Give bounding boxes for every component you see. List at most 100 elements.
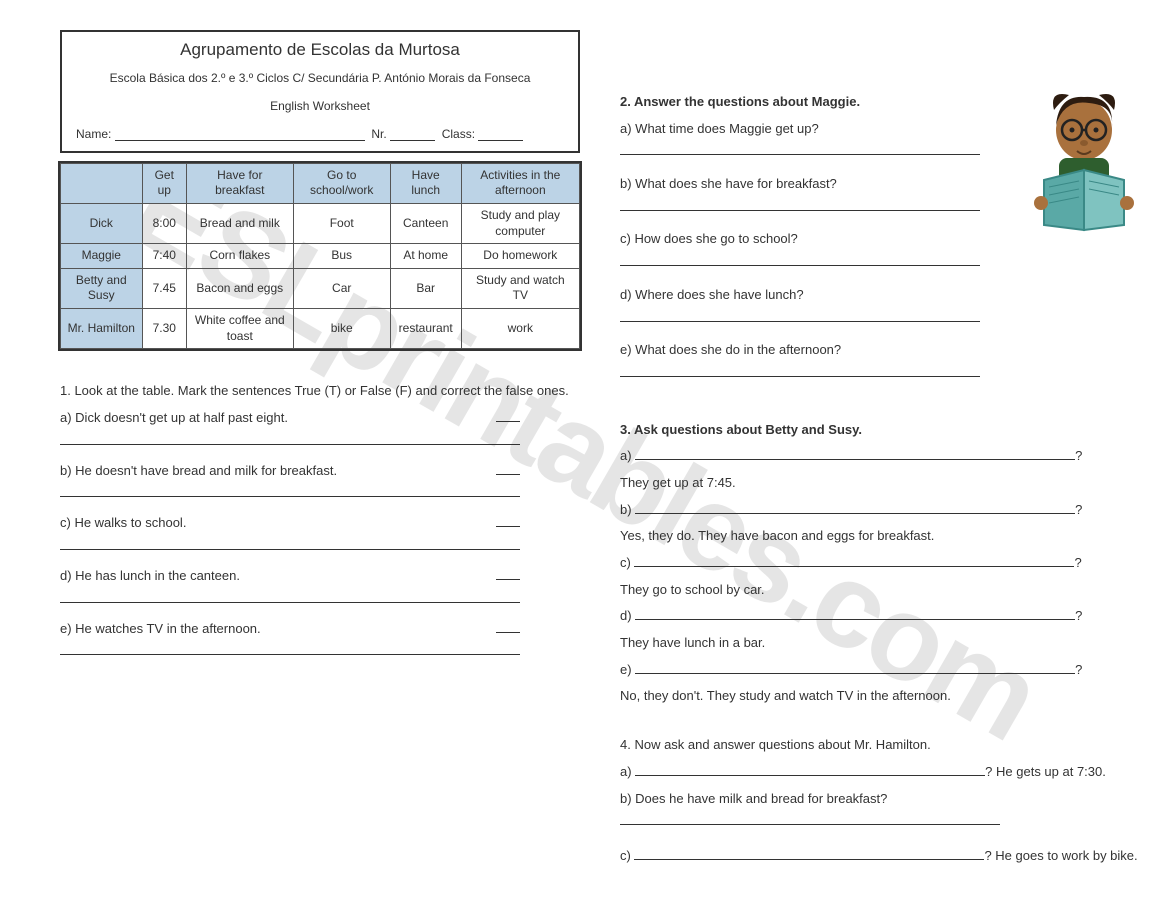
tf-blank[interactable] [496,579,520,580]
tf-blank[interactable] [496,632,520,633]
class-blank[interactable] [478,129,523,141]
answer-line[interactable] [620,310,980,322]
nr-blank[interactable] [390,129,435,141]
table-cell: Bread and milk [186,203,293,243]
ex3-answer: Yes, they do. They have bacon and eggs f… [620,524,1139,549]
correction-line[interactable] [60,589,520,603]
ex1-item: a) Dick doesn't get up at half past eigh… [60,406,520,431]
routine-table: Get up Have for breakfast Go to school/w… [60,163,580,349]
ex2-question: e) What does she do in the afternoon? [620,338,1139,363]
exercise-3: 3. Ask questions about Betty and Susy. a… [620,418,1139,710]
row-who: Maggie [61,244,143,269]
correction-line[interactable] [60,536,520,550]
table-cell: Corn flakes [186,244,293,269]
table-cell: restaurant [390,308,461,348]
table-header-row: Get up Have for breakfast Go to school/w… [61,163,580,203]
left-column: Agrupamento de Escolas da Murtosa Escola… [60,30,580,893]
col-breakfast: Have for breakfast [186,163,293,203]
row-who: Betty and Susy [61,268,143,308]
school-header-box: Agrupamento de Escolas da Murtosa Escola… [60,30,580,153]
ex1-item: c) He walks to school. [60,511,520,536]
school-title: Agrupamento de Escolas da Murtosa [76,40,564,60]
ex3-letter: e) [620,662,635,677]
ex3-answer: No, they don't. They study and watch TV … [620,684,1139,709]
tf-blank[interactable] [496,526,520,527]
ex4-a-blank[interactable] [635,764,985,776]
table-cell: Foot [293,203,390,243]
ex3-question-line: c) ? [620,551,1139,576]
ex1-sentence: b) He doesn't have bread and milk for br… [60,459,337,484]
ex3-question-line: e) ? [620,658,1139,683]
name-label: Name: [76,127,111,141]
col-lunch: Have lunch [390,163,461,203]
col-getup: Get up [142,163,186,203]
ex3-answer: They get up at 7:45. [620,471,1139,496]
table-cell: Bacon and eggs [186,268,293,308]
boy-reading-icon [1019,85,1149,235]
question-mark: ? [1074,555,1081,570]
ex3-title: 3. Ask questions about Betty and Susy. [620,418,1139,443]
table-cell: bike [293,308,390,348]
nr-label: Nr. [371,127,386,141]
ex4-title: 4. Now ask and answer questions about Mr… [620,733,1139,758]
ex4-c-tail: ? He goes to work by bike. [984,848,1137,863]
question-mark: ? [1075,608,1082,623]
table-cell: At home [390,244,461,269]
table-body: Dick8:00Bread and milkFootCanteenStudy a… [61,203,580,348]
tf-blank[interactable] [496,474,520,475]
ex1-item: b) He doesn't have bread and milk for br… [60,459,520,484]
table-cell: work [461,308,579,348]
table-cell: Study and watch TV [461,268,579,308]
question-mark: ? [1075,448,1082,463]
table-cell: Study and play computer [461,203,579,243]
col-goto: Go to school/work [293,163,390,203]
ex3-question-line: a) ? [620,444,1139,469]
ex1-sentence: d) He has lunch in the canteen. [60,564,240,589]
answer-line[interactable] [620,199,980,211]
correction-line[interactable] [60,431,520,445]
ex3-question-line: d) ? [620,604,1139,629]
answer-line[interactable] [620,365,980,377]
row-who: Dick [61,203,143,243]
ex1-sentence: a) Dick doesn't get up at half past eigh… [60,406,288,431]
table-cell: 8:00 [142,203,186,243]
table-row: Dick8:00Bread and milkFootCanteenStudy a… [61,203,580,243]
name-blank[interactable] [115,129,365,141]
ex4-a-tail: ? He gets up at 7:30. [985,764,1106,779]
ex3-answer: They go to school by car. [620,578,1139,603]
question-blank[interactable] [635,662,1075,674]
worksheet-label: English Worksheet [76,99,564,113]
ex4-c: c) ? He goes to work by bike. [620,844,1139,869]
table-cell: Car [293,268,390,308]
table-cell: Bar [390,268,461,308]
table-cell: 7:40 [142,244,186,269]
table-cell: 7.45 [142,268,186,308]
ex1-sentence: c) He walks to school. [60,511,186,536]
col-activities: Activities in the afternoon [461,163,579,203]
question-blank[interactable] [635,448,1075,460]
correction-line[interactable] [60,641,520,655]
ex3-letter: b) [620,502,635,517]
tf-blank[interactable] [496,421,520,422]
ex3-question-line: b) ? [620,498,1139,523]
table-cell: White coffee and toast [186,308,293,348]
answer-line[interactable] [620,254,980,266]
exercise-4: 4. Now ask and answer questions about Mr… [620,733,1139,868]
question-mark: ? [1075,502,1082,517]
table-row: Maggie7:40Corn flakesBusAt homeDo homewo… [61,244,580,269]
table-cell: Do homework [461,244,579,269]
table-cell: 7.30 [142,308,186,348]
ex4-a: a) ? He gets up at 7:30. [620,760,1139,785]
student-fields: Name: Nr. Class: [76,127,564,141]
row-who: Mr. Hamilton [61,308,143,348]
table-row: Mr. Hamilton7.30White coffee and toastbi… [61,308,580,348]
question-blank[interactable] [634,555,1074,567]
question-blank[interactable] [635,502,1075,514]
ex4-b-blank[interactable] [620,813,1000,825]
ex4-c-blank[interactable] [634,848,984,860]
ex1-item: e) He watches TV in the afternoon. [60,617,520,642]
question-blank[interactable] [635,608,1075,620]
ex1-item: d) He has lunch in the canteen. [60,564,520,589]
answer-line[interactable] [620,143,980,155]
correction-line[interactable] [60,483,520,497]
